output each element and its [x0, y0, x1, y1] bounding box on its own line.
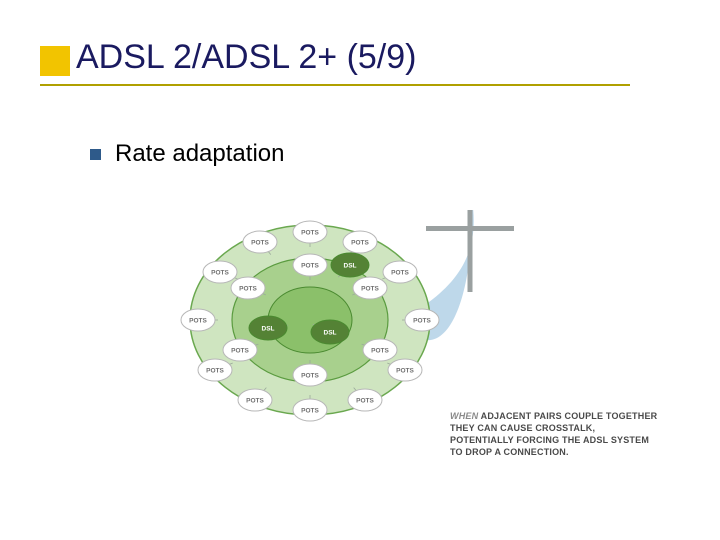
bullet-text: Rate adaptation: [115, 140, 284, 168]
pots-node: POTS: [223, 339, 257, 361]
svg-text:DSL: DSL: [344, 263, 357, 270]
pots-node: POTS: [383, 261, 417, 283]
pole-crossbar: [426, 226, 514, 231]
svg-text:POTS: POTS: [413, 318, 431, 325]
svg-text:POTS: POTS: [301, 373, 319, 380]
pots-node: POTS: [388, 359, 422, 381]
pots-node: POTS: [238, 389, 272, 411]
pots-node: POTS: [293, 399, 327, 421]
svg-text:POTS: POTS: [361, 286, 379, 293]
svg-text:POTS: POTS: [301, 408, 319, 415]
pots-node: POTS: [231, 277, 265, 299]
caption-body: ADJACENT PAIRS COUPLE TOGETHER THEY CAN …: [450, 411, 657, 457]
caption-first-word: WHEN: [450, 411, 478, 421]
svg-text:POTS: POTS: [239, 286, 257, 293]
svg-text:POTS: POTS: [301, 230, 319, 237]
svg-text:POTS: POTS: [231, 348, 249, 355]
dsl-node: DSL: [249, 316, 287, 340]
bullet-square-icon: [90, 149, 101, 160]
pots-node: POTS: [363, 339, 397, 361]
svg-text:POTS: POTS: [301, 263, 319, 270]
svg-text:POTS: POTS: [371, 348, 389, 355]
pots-node: POTS: [181, 309, 215, 331]
svg-text:POTS: POTS: [356, 398, 374, 405]
diagram-caption: WHEN ADJACENT PAIRS COUPLE TOGETHER THEY…: [450, 410, 660, 459]
svg-text:POTS: POTS: [206, 368, 224, 375]
bullet-row: Rate adaptation: [90, 140, 284, 168]
svg-text:POTS: POTS: [189, 318, 207, 325]
pots-node: POTS: [243, 231, 277, 253]
dsl-node: DSL: [331, 253, 369, 277]
slide-title: ADSL 2/ADSL 2+ (5/9): [76, 38, 416, 77]
pole-vertical: [468, 210, 473, 292]
pots-node: POTS: [353, 277, 387, 299]
pots-node: POTS: [203, 261, 237, 283]
svg-text:DSL: DSL: [324, 330, 337, 337]
pots-node: POTS: [343, 231, 377, 253]
pots-node: POTS: [405, 309, 439, 331]
svg-text:POTS: POTS: [246, 398, 264, 405]
title-accent-square: [40, 46, 70, 76]
pots-node: POTS: [293, 221, 327, 243]
pots-node: POTS: [348, 389, 382, 411]
svg-text:POTS: POTS: [391, 270, 409, 277]
svg-text:DSL: DSL: [262, 326, 275, 333]
pots-node: POTS: [293, 254, 327, 276]
dsl-node: DSL: [311, 320, 349, 344]
svg-text:POTS: POTS: [251, 240, 269, 247]
pots-node: POTS: [198, 359, 232, 381]
svg-text:POTS: POTS: [211, 270, 229, 277]
svg-text:POTS: POTS: [396, 368, 414, 375]
pots-node: POTS: [293, 364, 327, 386]
svg-text:POTS: POTS: [351, 240, 369, 247]
title-underline: [40, 84, 630, 86]
